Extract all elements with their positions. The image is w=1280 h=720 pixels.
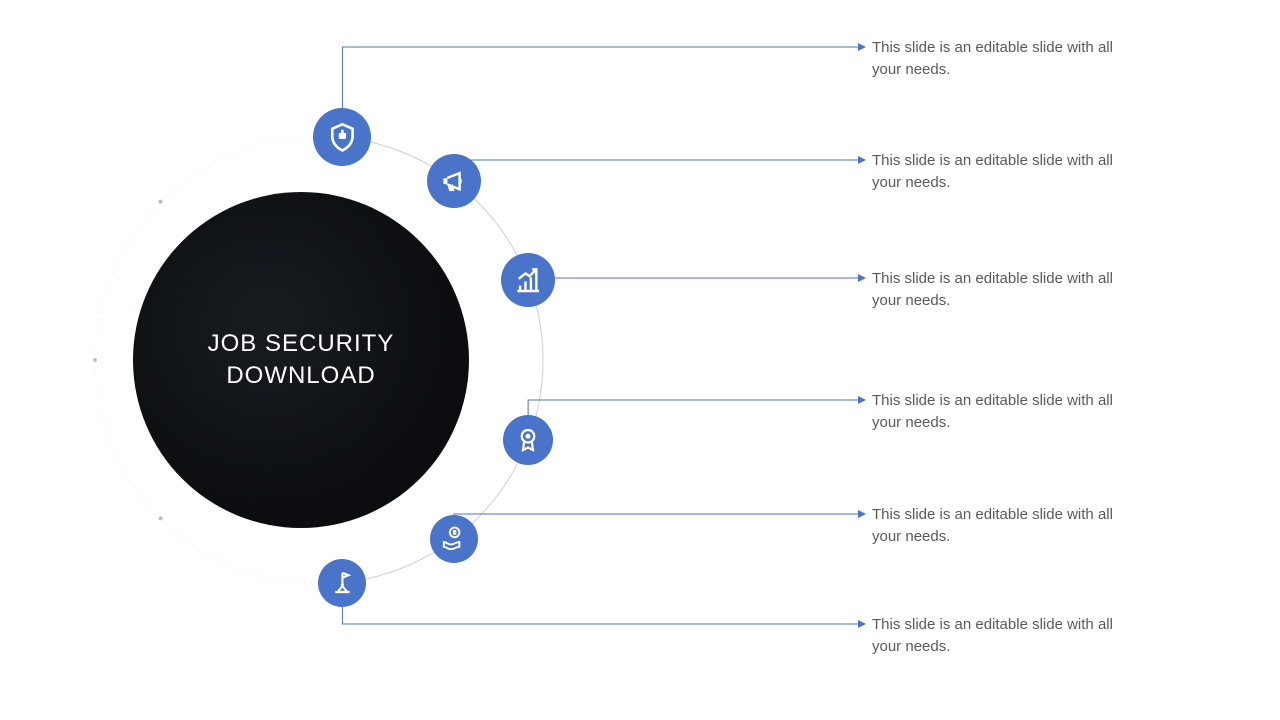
node-text-4: This slide is an editable slide with all… — [872, 390, 1122, 434]
node-text-5: This slide is an editable slide with all… — [872, 504, 1122, 548]
slide-root: JOB SECURITY DOWNLOAD This slide is an e… — [0, 0, 1280, 720]
node-flag — [318, 559, 366, 607]
center-title-line1: JOB SECURITY — [208, 328, 395, 360]
growth-icon — [512, 264, 544, 296]
flag-icon — [328, 568, 357, 597]
center-circle: JOB SECURITY DOWNLOAD — [133, 192, 469, 528]
node-text-3: This slide is an editable slide with all… — [872, 268, 1122, 312]
center-title: JOB SECURITY DOWNLOAD — [208, 328, 395, 393]
node-text-6: This slide is an editable slide with all… — [872, 614, 1122, 658]
center-title-line2: DOWNLOAD — [208, 360, 395, 392]
megaphone-icon — [438, 165, 470, 197]
node-money — [430, 515, 478, 563]
money-icon — [439, 524, 468, 553]
badge-icon — [513, 425, 543, 455]
node-growth — [501, 253, 555, 307]
shield-icon — [325, 120, 360, 155]
node-text-1: This slide is an editable slide with all… — [872, 37, 1122, 81]
node-megaphone — [427, 154, 481, 208]
node-text-2: This slide is an editable slide with all… — [872, 150, 1122, 194]
